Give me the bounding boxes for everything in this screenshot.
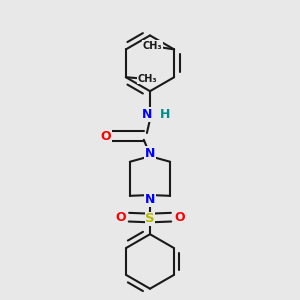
Text: H: H (160, 108, 170, 121)
Text: O: O (174, 211, 185, 224)
Text: CH₃: CH₃ (138, 74, 158, 84)
Text: N: N (142, 108, 153, 121)
Text: O: O (100, 130, 111, 142)
Text: S: S (145, 212, 155, 225)
Text: O: O (115, 211, 126, 224)
Text: N: N (145, 193, 155, 206)
Text: CH₃: CH₃ (142, 41, 162, 51)
Text: N: N (145, 147, 155, 160)
